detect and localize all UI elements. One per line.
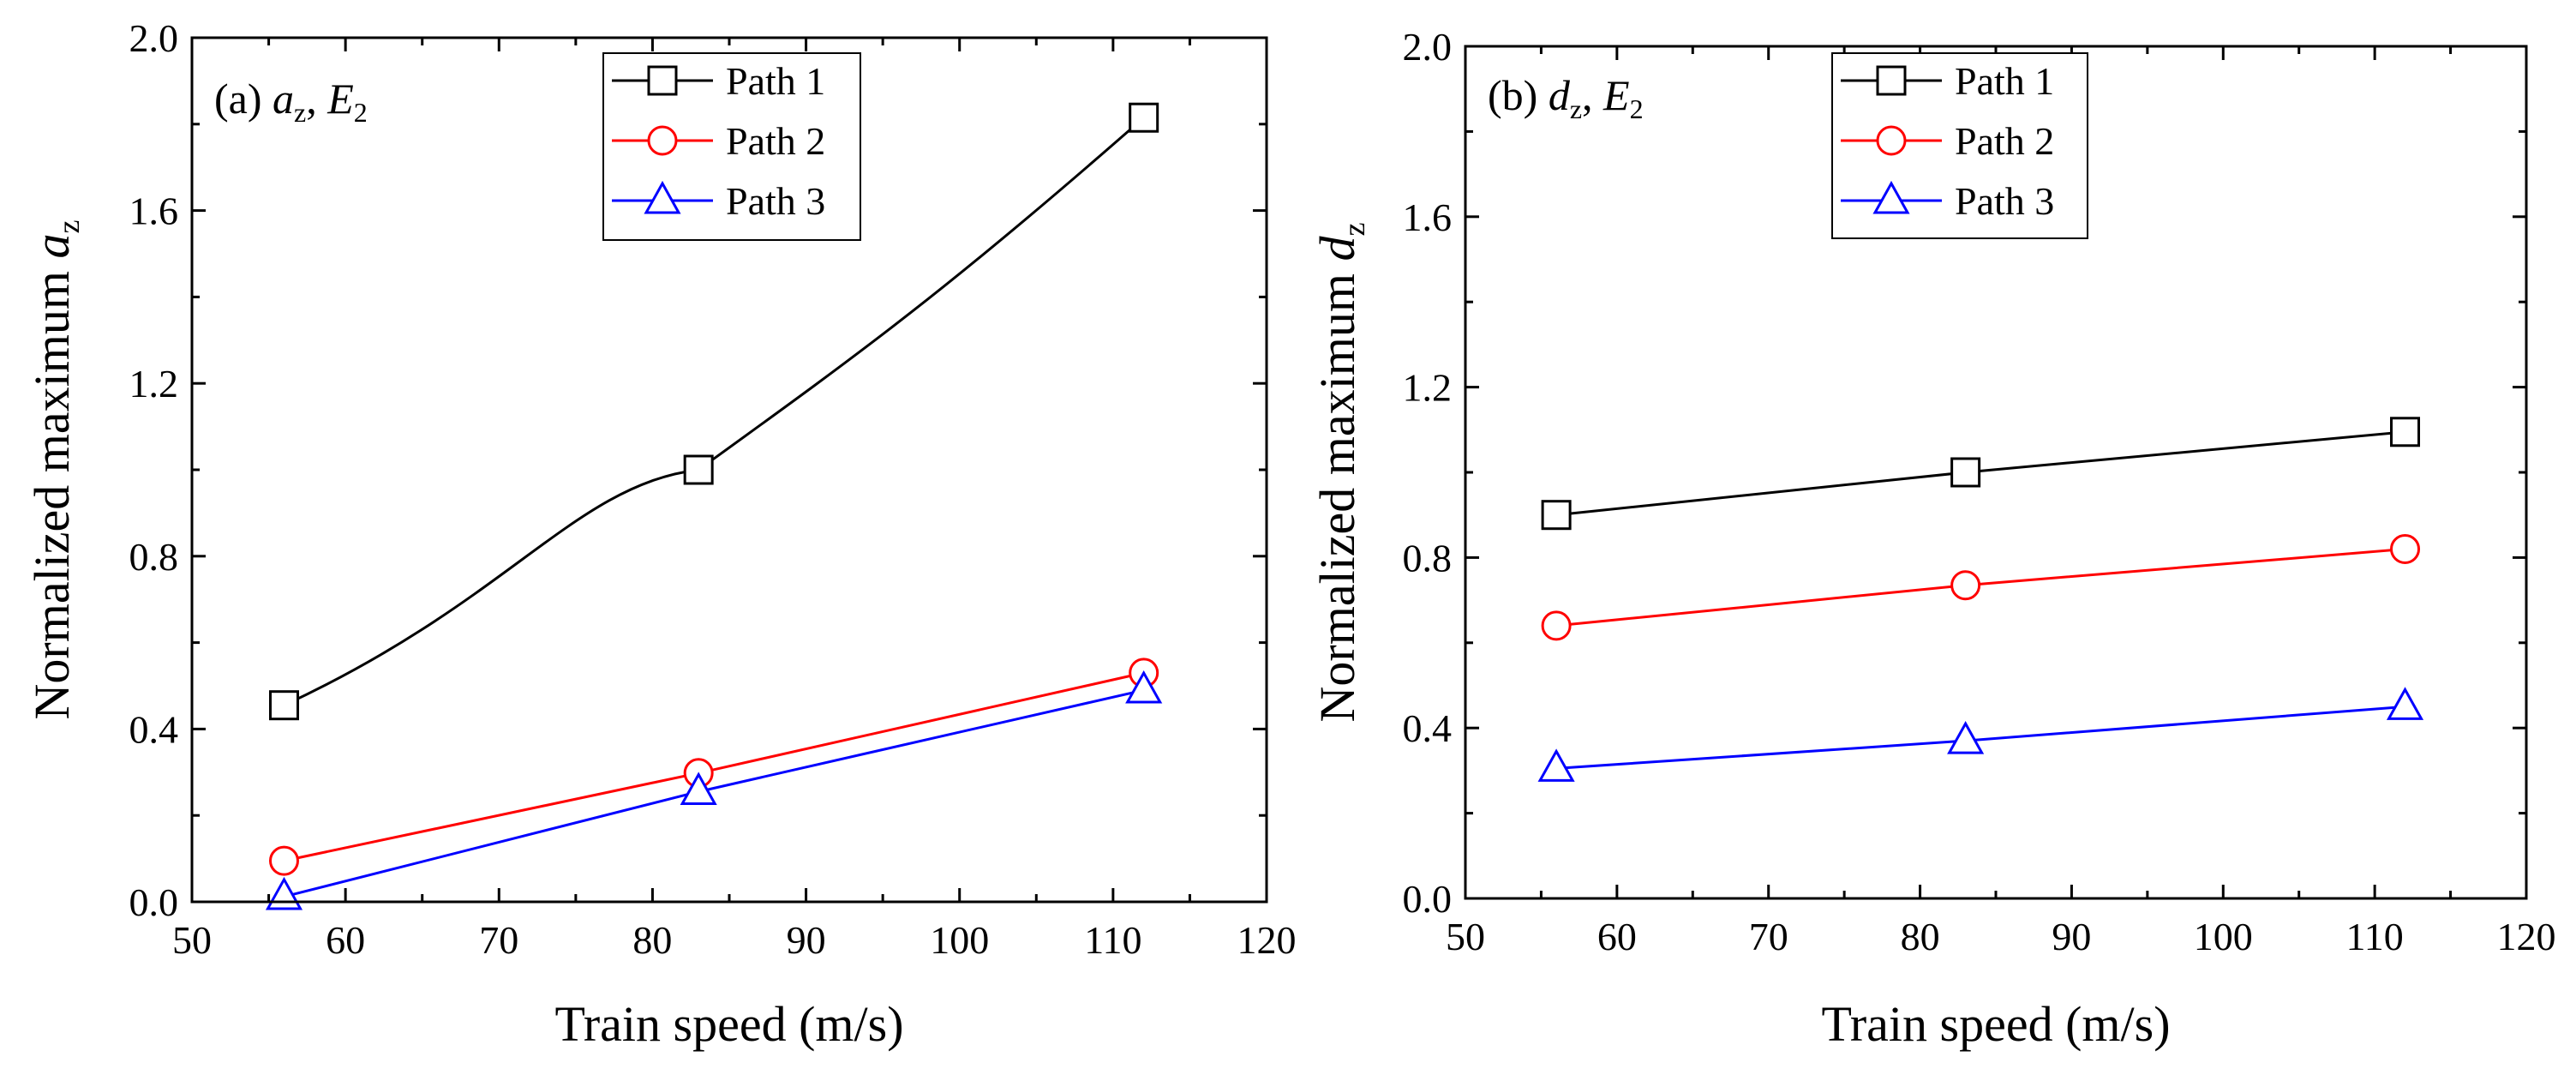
legend-marker <box>647 125 678 156</box>
x-tick-label: 60 <box>326 918 365 962</box>
x-tick-label: 110 <box>1084 918 1141 962</box>
legend: Path 1 Path 2 Path 3 <box>602 52 861 241</box>
x-tick-label: 100 <box>930 918 989 962</box>
y-tick-label: 1.2 <box>129 362 179 405</box>
legend-marker <box>647 65 678 96</box>
x-tick-label: 50 <box>172 918 212 962</box>
legend-label: Path 2 <box>726 119 825 163</box>
legend-label: Path 3 <box>726 179 825 223</box>
data-point-path-1 <box>1541 500 1572 531</box>
panel-label: (b) dz, E2 <box>1488 71 1644 124</box>
data-point-path-3 <box>2386 687 2424 720</box>
legend-label: Path 2 <box>1955 119 2054 163</box>
x-axis-title: Train speed (m/s) <box>554 996 903 1052</box>
data-point-path-3 <box>1125 670 1163 704</box>
y-tick-label: 0.4 <box>129 707 179 751</box>
y-tick-label: 0.0 <box>1403 877 1453 921</box>
y-tick-label: 1.2 <box>1403 366 1453 410</box>
legend-marker <box>1872 180 1910 214</box>
plot-frame <box>1464 45 2528 900</box>
chart-panel-b: 50 60 70 80 90 100 110 120 0.0 0.4 0.8 1.2 1.6 2.0 Pat… <box>1309 25 2556 1052</box>
x-tick-label: 90 <box>787 918 826 962</box>
chart-panel-a: 50 60 70 80 90 100 110 120 0.0 0.4 0.8 1.2 1.6 2.0 Pat… <box>24 16 1297 1052</box>
data-point-path-1 <box>1129 102 1159 133</box>
data-point-path-2 <box>1950 570 1981 601</box>
x-tick-label: 60 <box>1597 915 1637 958</box>
y-tick-label: 0.8 <box>129 535 179 579</box>
panel-label: (a) az, E2 <box>214 75 368 128</box>
series-line-path-1 <box>1555 430 2405 517</box>
x-tick-label: 80 <box>1901 915 1940 958</box>
y-tick-label: 0.4 <box>1403 706 1453 750</box>
data-point-path-2 <box>2390 533 2421 564</box>
x-tick-label: 120 <box>1237 918 1297 962</box>
x-tick-label: 100 <box>2194 915 2253 958</box>
legend-marker <box>1876 125 1907 156</box>
series-line-path-2 <box>1555 547 2405 628</box>
legend-box <box>1831 52 2088 239</box>
x-tick-label: 120 <box>2497 915 2556 958</box>
data-point-path-3 <box>680 772 717 805</box>
legend-label: Path 1 <box>1955 59 2054 103</box>
x-tick-label: 110 <box>2345 915 2403 958</box>
x-axis-title: Train speed (m/s) <box>1821 996 2170 1052</box>
legend-label: Path 1 <box>726 59 825 103</box>
data-point-path-2 <box>268 845 299 876</box>
y-tick-label: 1.6 <box>129 189 179 233</box>
x-tick-label: 80 <box>632 918 672 962</box>
y-axis-title: Normalized maximum az <box>24 220 86 720</box>
data-point-path-3 <box>1947 721 1985 754</box>
data-point-path-2 <box>1541 610 1572 641</box>
plot-frame <box>190 36 1268 904</box>
x-tick-label: 70 <box>479 918 518 962</box>
data-point-path-1 <box>268 690 299 721</box>
series-line-path-2 <box>284 671 1145 862</box>
y-tick-label: 0.0 <box>129 880 179 924</box>
legend-box <box>602 52 861 241</box>
data-point-path-3 <box>1537 748 1575 782</box>
x-tick-label: 50 <box>1446 915 1485 958</box>
x-tick-label: 70 <box>1749 915 1788 958</box>
y-axis-title: Normalized maximum dz <box>1309 223 1371 723</box>
y-tick-label: 1.6 <box>1403 195 1453 239</box>
data-point-path-1 <box>1950 457 1981 488</box>
data-point-path-1 <box>2390 417 2421 447</box>
y-tick-label: 2.0 <box>1403 25 1453 69</box>
y-tick-label: 0.8 <box>1403 536 1453 580</box>
legend-marker <box>1876 65 1907 96</box>
series-group <box>1537 417 2424 782</box>
axis-ticks: 50 60 70 80 90 100 110 120 0.0 0.4 0.8 1.2 1.6 2.0 <box>129 16 1297 962</box>
series-line-path-3 <box>1556 705 2405 770</box>
series-line-path-3 <box>284 688 1145 898</box>
y-tick-label: 2.0 <box>129 16 179 60</box>
legend-label: Path 3 <box>1955 179 2054 223</box>
data-point-path-1 <box>683 454 714 485</box>
x-tick-label: 90 <box>2052 915 2091 958</box>
legend: Path 1 Path 2 Path 3 <box>1831 52 2088 239</box>
legend-marker <box>644 180 681 214</box>
